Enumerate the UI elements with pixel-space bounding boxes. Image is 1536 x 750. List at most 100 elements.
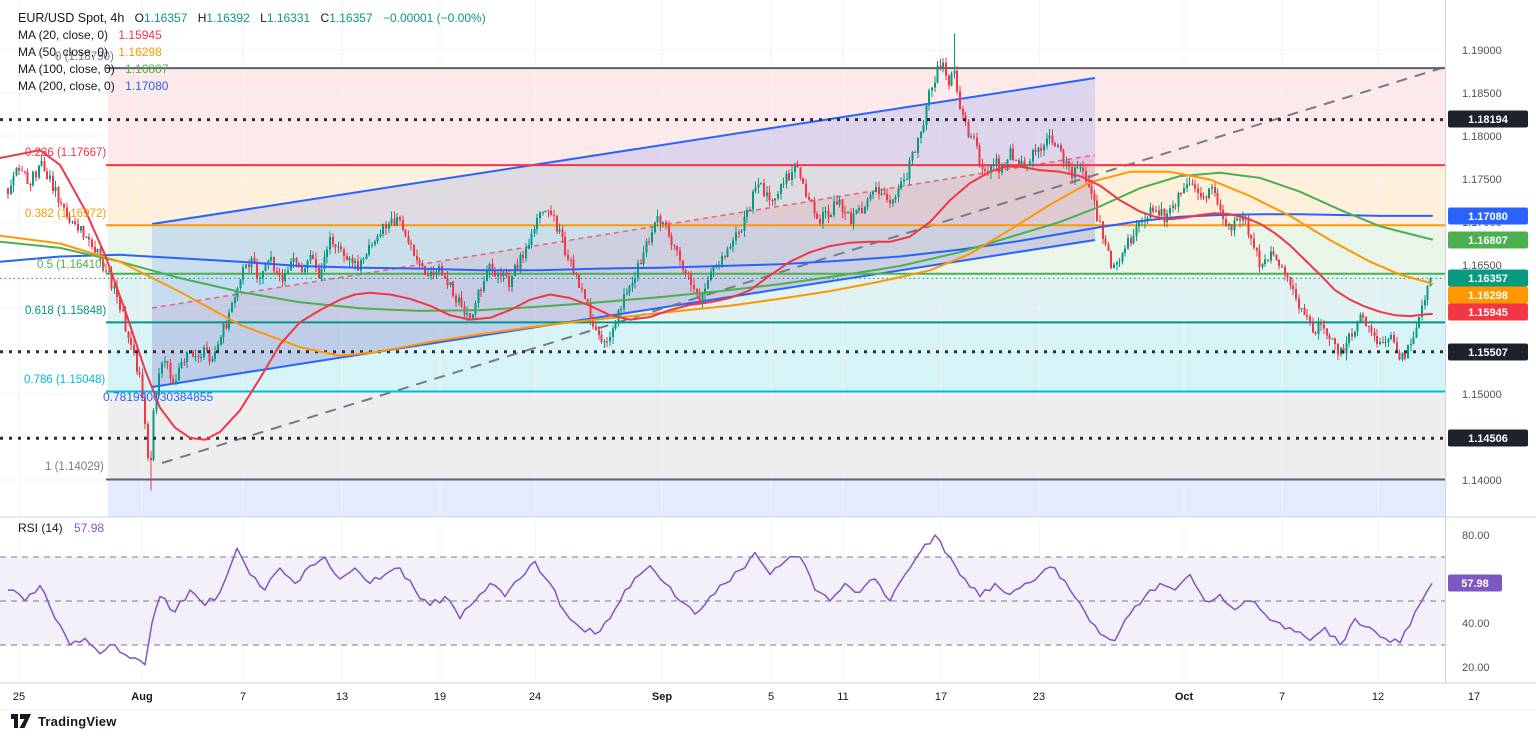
- time-tick-label: Aug: [131, 691, 152, 703]
- dashed-trendline[interactable]: [161, 66, 1445, 464]
- candle-body: [49, 175, 51, 180]
- candle-body: [807, 196, 810, 200]
- blue-channel-upper-line[interactable]: [151, 77, 1096, 225]
- candle-body: [194, 355, 197, 357]
- candle-body: [695, 288, 698, 295]
- blue-channel-lower-line[interactable]: [151, 239, 1096, 388]
- ma50-row[interactable]: MA (50, close, 0) 1.16298: [18, 44, 486, 61]
- candle-body: [393, 218, 396, 226]
- symbol-row[interactable]: EUR/USD Spot, 4h O1.16357 H1.16392 L1.16…: [18, 10, 486, 27]
- time-axis[interactable]: 25 Aug 7 13 19 24 Sep 5 11 17 23 Oct 7 12 17: [13, 691, 1480, 703]
- ma100-line[interactable]: [0, 171, 1433, 312]
- candle-body: [1048, 135, 1051, 139]
- close-label: C: [320, 11, 330, 25]
- candle-body: [701, 293, 704, 304]
- candle-body: [455, 295, 457, 303]
- candle-body: [830, 215, 833, 217]
- candle-body: [933, 82, 936, 88]
- candle-body: [362, 259, 365, 261]
- time-tick-label: 19: [434, 691, 446, 703]
- candle-body: [729, 246, 732, 249]
- candle-body: [1297, 298, 1300, 309]
- time-tick-label: 24: [529, 691, 541, 703]
- candle-body: [1026, 164, 1029, 166]
- candle-body: [1365, 316, 1367, 326]
- candle-body: [460, 297, 463, 307]
- candle-body: [639, 262, 642, 264]
- candle-body: [127, 331, 130, 339]
- candle-body: [1314, 332, 1317, 335]
- candle-body: [183, 362, 186, 364]
- candle-body: [827, 211, 830, 217]
- candle-body: [891, 199, 894, 204]
- pink-channel-upper-line[interactable]: [151, 154, 1096, 309]
- tradingview-attribution[interactable]: TradingView: [10, 712, 117, 730]
- ma20-row[interactable]: MA (20, close, 0) 1.15945: [18, 27, 486, 44]
- candle-body: [886, 194, 889, 201]
- candle-body: [1040, 147, 1043, 151]
- candle-body: [555, 215, 558, 232]
- candle-body: [231, 302, 233, 313]
- time-tick-label: 23: [1033, 691, 1045, 703]
- candle-body: [40, 160, 43, 166]
- candle-body: [1183, 188, 1185, 194]
- candle-body: [253, 258, 256, 264]
- ma20-line[interactable]: [0, 149, 1433, 441]
- candle-body: [1082, 167, 1085, 171]
- candle-body: [245, 264, 247, 268]
- price-badge: [1448, 269, 1528, 287]
- candle-body: [292, 257, 295, 262]
- candle-body: [1407, 344, 1409, 359]
- candle-body: [1171, 205, 1174, 209]
- ma200-row[interactable]: MA (200, close, 0) 1.17080: [18, 78, 486, 95]
- price-badge-label: 1.15507: [1468, 347, 1508, 359]
- candle-body: [737, 232, 740, 234]
- candle-body: [1174, 205, 1177, 207]
- price-tick-label: 1.16500: [1462, 260, 1502, 272]
- candle-body: [32, 171, 35, 186]
- candle-body: [945, 62, 947, 76]
- fib-band-3: [108, 273, 1445, 323]
- candle-body: [681, 260, 684, 270]
- ma100-row[interactable]: MA (100, close, 0) 1.16807: [18, 61, 486, 78]
- candle-body: [443, 275, 446, 278]
- candle-body: [267, 260, 270, 265]
- low-value: 1.16331: [266, 11, 311, 25]
- price-pane[interactable]: [0, 0, 1445, 517]
- candle-body: [1090, 186, 1093, 194]
- candle-body: [625, 292, 628, 294]
- candle-body: [1051, 135, 1054, 143]
- candle-body: [1390, 335, 1393, 340]
- candle-body: [477, 289, 480, 304]
- ma200-line[interactable]: [0, 213, 1433, 272]
- candle-body: [1300, 307, 1303, 309]
- rsi-pane[interactable]: [0, 517, 1445, 683]
- candle-body: [581, 287, 583, 290]
- candle-body: [1337, 343, 1339, 355]
- candle-body: [536, 218, 539, 229]
- candle-body: [659, 215, 662, 225]
- candle-body: [1227, 224, 1230, 226]
- candle-body: [1127, 238, 1129, 249]
- ma50-line[interactable]: [0, 170, 1433, 357]
- candle-body: [317, 268, 320, 279]
- rsi-legend[interactable]: RSI (14) 57.98: [18, 521, 104, 535]
- candle-body: [908, 160, 911, 179]
- candle-body: [155, 394, 158, 411]
- candle-body: [600, 334, 603, 343]
- candle-body: [379, 234, 382, 236]
- rsi-tick-label: 80.00: [1462, 530, 1490, 542]
- candle-body: [903, 179, 905, 182]
- price-badge: [1448, 429, 1528, 447]
- candle-body: [373, 241, 376, 245]
- candle-body: [805, 183, 807, 197]
- candle-body: [211, 359, 214, 362]
- candle-body: [1351, 333, 1353, 337]
- price-badge-label: 1.18194: [1468, 114, 1509, 126]
- candle-body: [413, 244, 415, 257]
- candle-body: [975, 137, 978, 146]
- candle-body: [1345, 343, 1348, 354]
- candle-body: [180, 362, 183, 368]
- price-axis[interactable]: 1.190001.185001.180001.175001.170001.165…: [1448, 45, 1528, 674]
